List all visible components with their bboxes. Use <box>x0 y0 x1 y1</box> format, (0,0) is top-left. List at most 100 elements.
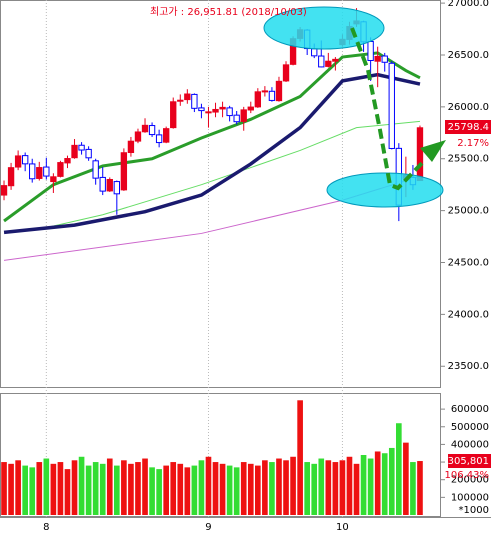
volume-bar <box>212 462 219 515</box>
volume-bar <box>184 467 191 515</box>
volume-bar <box>99 463 106 515</box>
candle-body <box>43 166 50 177</box>
volume-bar <box>346 456 353 515</box>
moving-average <box>3 72 421 235</box>
volume-bar <box>191 465 198 515</box>
volume-bar <box>135 462 141 515</box>
candle-body <box>64 158 71 164</box>
last-volume-label: 305,801 <box>448 456 489 467</box>
candle-body <box>275 80 283 102</box>
volume-bar <box>381 453 388 515</box>
volume-bar <box>388 447 395 515</box>
volume-bar <box>78 456 85 515</box>
chart-title: 최고가 : 26,951.81 (2018/10/03) <box>150 6 307 18</box>
candle-body <box>261 90 269 93</box>
volume-bar <box>374 451 381 515</box>
candle-body <box>134 131 142 142</box>
volume-panel <box>0 393 441 517</box>
x-tick-label: 9 <box>205 522 211 533</box>
candle-body <box>219 106 226 110</box>
candle-body <box>170 101 177 129</box>
trend-arrow <box>350 27 427 191</box>
y-tick-label: 26500.0 <box>448 50 489 61</box>
volume-bar <box>290 456 296 515</box>
volume-bar <box>64 469 71 515</box>
volume-bar <box>121 460 127 515</box>
candle-body <box>184 93 191 101</box>
volume-bar <box>325 460 332 515</box>
candle-body <box>148 125 156 136</box>
candle-body <box>120 152 128 191</box>
candle-body <box>99 176 106 192</box>
volume-bar <box>156 469 162 515</box>
candle-body <box>318 55 325 68</box>
volume-bar <box>283 460 289 515</box>
y-tick-label: 25500.0 <box>448 154 489 165</box>
candle-body <box>191 93 198 109</box>
volume-ratio-label: 106.43% <box>445 470 490 481</box>
volume-bar <box>1 462 7 515</box>
candle-body <box>141 124 149 133</box>
candle-body <box>332 58 339 62</box>
candle-body <box>198 107 205 112</box>
volume-bar <box>170 462 177 515</box>
price-label-box <box>445 120 491 134</box>
y-tick-label: 23500.0 <box>448 361 489 372</box>
volume-bar <box>233 467 240 515</box>
volume-bar <box>36 462 43 515</box>
volume-bar <box>339 460 346 515</box>
candle-body <box>282 64 290 82</box>
volume-bar <box>50 463 57 515</box>
volume-bar <box>114 465 120 515</box>
volume-unit-label: *1000 <box>459 505 489 516</box>
volume-bar <box>318 458 325 515</box>
candle-body <box>268 90 276 101</box>
y-tick-label: 27000.0 <box>448 0 489 9</box>
y-tick-label: 200000 <box>451 475 489 486</box>
last-price-label: 25798.4 <box>448 122 489 133</box>
candle-body <box>14 155 22 168</box>
y-tick-label: 25000.0 <box>448 206 489 217</box>
volume-bar <box>29 467 36 515</box>
candle-body <box>212 108 219 113</box>
candle-body <box>71 144 78 159</box>
volume-bar <box>106 458 113 515</box>
candle-body <box>21 155 29 165</box>
candle-body <box>381 55 388 63</box>
x-tick-label: 8 <box>43 522 49 533</box>
y-tick-label: 400000 <box>451 439 489 450</box>
candle-body <box>85 148 92 159</box>
candle-body <box>416 127 424 182</box>
candle-body <box>240 109 247 122</box>
y-tick-label: 100000 <box>451 492 489 503</box>
y-tick-label: 24000.0 <box>448 309 489 320</box>
volume-bar <box>205 456 212 515</box>
candle-body <box>367 41 374 61</box>
volume-bar <box>262 460 268 515</box>
candle-body <box>177 99 184 102</box>
change-label: 2.17% <box>457 138 489 149</box>
volume-bar <box>43 458 50 515</box>
candle-body <box>254 91 262 108</box>
volume-bar <box>311 463 318 515</box>
volume-bar <box>360 455 367 515</box>
candle-body <box>0 185 8 196</box>
candle-body <box>92 160 99 179</box>
candle-body <box>325 60 332 67</box>
highlight-ellipse <box>326 172 444 208</box>
candle-body <box>50 176 57 183</box>
y-tick-label: 24500.0 <box>448 257 489 268</box>
candle-body <box>162 128 170 143</box>
volume-bar <box>367 458 374 515</box>
candle-body <box>106 178 113 192</box>
candle-body <box>36 167 43 179</box>
volume-bar <box>142 458 148 515</box>
volume-bar <box>240 462 247 515</box>
volume-bar <box>276 458 282 515</box>
volume-bar <box>15 460 21 515</box>
candle-body <box>7 167 15 187</box>
volume-bar <box>71 460 78 515</box>
volume-bar <box>128 463 134 515</box>
